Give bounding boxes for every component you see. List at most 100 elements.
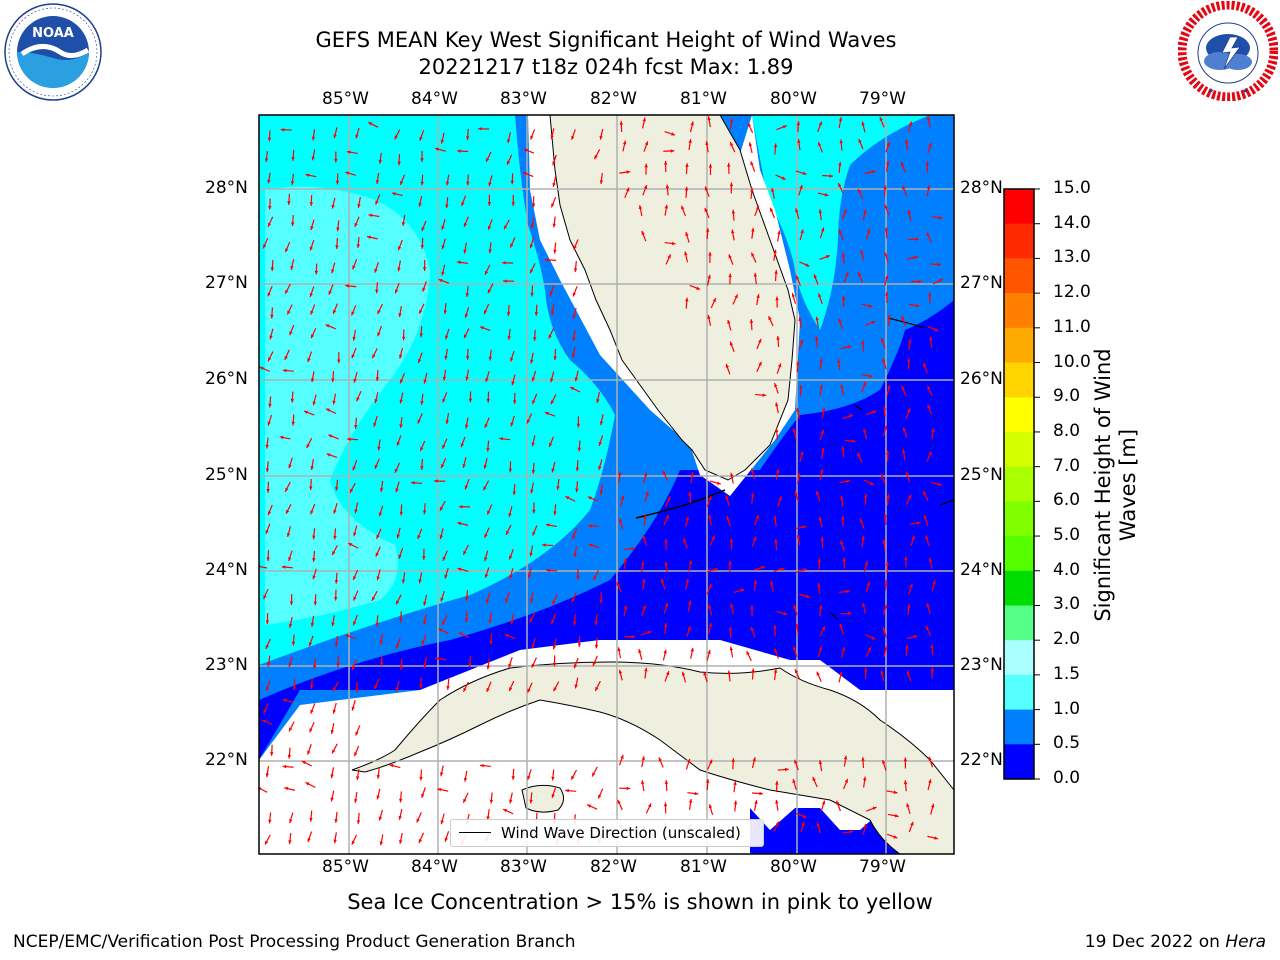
wave-direction-arrowhead (378, 159, 383, 164)
wave-direction-arrowhead (906, 358, 911, 362)
wave-direction-arrowhead (911, 535, 915, 540)
wave-direction-arrowhead (305, 173, 310, 177)
wave-direction-arrowhead (355, 688, 359, 693)
wave-direction-arrowhead (550, 311, 555, 316)
wave-direction-arrowhead (642, 578, 646, 583)
wave-direction-arrowhead (703, 671, 707, 676)
wave-direction-arrowhead (925, 161, 930, 166)
wave-direction-arrowhead (638, 649, 642, 653)
lat-label-left: 22°N (205, 750, 248, 770)
wave-direction-arrowhead (870, 481, 875, 485)
wave-direction-arrowhead (510, 180, 515, 185)
wave-direction-arrowhead (687, 626, 691, 631)
wave-direction-arrowhead (775, 799, 779, 804)
wave-direction-arrowhead (753, 579, 758, 584)
wave-direction-arrowhead (437, 787, 442, 792)
wave-direction-arrowhead (304, 410, 309, 415)
wave-direction-arrowhead (683, 538, 687, 543)
wave-direction-arrowhead (457, 567, 462, 571)
wave-direction-arrowhead (456, 260, 461, 265)
wave-direction-arrowhead (570, 387, 575, 391)
wave-direction-arrowhead (529, 552, 533, 557)
wave-direction-arrowhead (464, 485, 469, 490)
wave-direction-arrowhead (690, 121, 694, 126)
wave-direction-arrowhead (270, 314, 274, 319)
wave-direction-arrowhead (883, 513, 888, 518)
colorbar-tick-label: 11.0 (1053, 316, 1091, 337)
wave-direction-arrowhead (532, 509, 536, 514)
wave-direction-arrowhead (846, 589, 850, 594)
wave-direction-arrowhead (565, 788, 569, 793)
wave-direction-arrowhead (288, 464, 292, 469)
wave-direction-arrowhead (746, 650, 750, 655)
wave-direction-arrowhead (901, 385, 905, 390)
colorbar-band (1004, 293, 1034, 329)
wave-direction-arrowhead (486, 398, 491, 403)
wave-direction-arrowhead (488, 249, 492, 254)
wave-direction-arrowhead (438, 278, 443, 283)
wave-direction-arrowhead (465, 356, 470, 360)
wave-direction-arrowhead (378, 512, 383, 517)
wave-direction-arrowhead (353, 575, 357, 580)
svg-text:★: ★ (1242, 87, 1248, 95)
wave-direction-arrowhead (333, 134, 337, 139)
wave-direction-arrowhead (309, 293, 314, 297)
wave-direction-arrowhead (268, 819, 272, 824)
wave-direction-arrowhead (879, 116, 883, 121)
wave-direction-arrowhead (796, 361, 800, 365)
wave-direction-arrowhead (647, 630, 652, 635)
wave-direction-arrowhead (334, 486, 339, 491)
wave-direction-arrowhead (332, 551, 336, 556)
wave-direction-arrowhead (813, 274, 817, 279)
wave-direction-arrowhead (793, 604, 797, 609)
wave-direction-arrowhead (886, 142, 890, 147)
wave-direction-arrowhead (573, 268, 578, 273)
wave-direction-arrowhead (438, 628, 443, 632)
wave-direction-arrowhead (814, 336, 819, 341)
wave-direction-arrowhead (551, 776, 555, 781)
wave-direction-arrowhead (664, 561, 668, 566)
wave-direction-arrowhead (529, 244, 534, 249)
wave-direction-arrowhead (331, 622, 335, 627)
wave-direction-arrowhead (422, 510, 427, 515)
wave-direction-arrowhead (401, 222, 406, 226)
wave-direction-arrowhead (397, 267, 401, 272)
wave-direction-arrowhead (688, 560, 693, 565)
wave-direction-arrowhead (488, 182, 492, 187)
wave-direction-arrowhead (681, 671, 686, 676)
wave-direction-arrowhead (355, 731, 359, 736)
wave-direction-arrowhead (354, 222, 358, 227)
wave-direction-arrowhead (395, 687, 399, 692)
wave-direction-arrowhead (665, 671, 670, 676)
wave-direction-arrowhead (441, 464, 445, 469)
wave-direction-arrowhead (596, 399, 600, 403)
wave-direction-arrowhead (507, 160, 511, 165)
wave-direction-arrowhead (486, 816, 490, 821)
wave-direction-arrowhead (934, 327, 939, 332)
wave-direction-arrowhead (282, 368, 287, 373)
wave-direction-arrowhead (712, 297, 716, 302)
wave-direction-arrowhead (379, 662, 384, 667)
colorbar-tick-label: 0.5 (1053, 733, 1081, 754)
wave-direction-arrowhead (755, 205, 760, 210)
wave-direction-arrowhead (905, 644, 909, 649)
wave-direction-arrowhead (573, 245, 577, 250)
wave-direction-arrowhead (312, 575, 316, 580)
wave-direction-arrowhead (311, 156, 315, 161)
wave-direction-arrowhead (861, 340, 865, 345)
wave-direction-arrowhead (350, 488, 354, 493)
wave-direction-arrowhead (704, 207, 708, 212)
wave-direction-arrowhead (904, 556, 908, 560)
wave-direction-arrowhead (730, 472, 734, 477)
wave-direction-arrowhead (644, 667, 648, 672)
wave-direction-arrowhead (707, 649, 711, 654)
wave-direction-arrowhead (927, 292, 932, 297)
wave-direction-arrowhead (423, 620, 427, 625)
wave-direction-arrowhead (847, 345, 852, 349)
wave-direction-arrowhead (795, 623, 799, 628)
wave-direction-arrowhead (465, 293, 470, 297)
wave-direction-arrowhead (545, 523, 550, 527)
wave-direction-arrowhead (398, 313, 402, 318)
wave-direction-arrowhead (286, 509, 290, 514)
wave-direction-arrowhead (863, 823, 867, 828)
